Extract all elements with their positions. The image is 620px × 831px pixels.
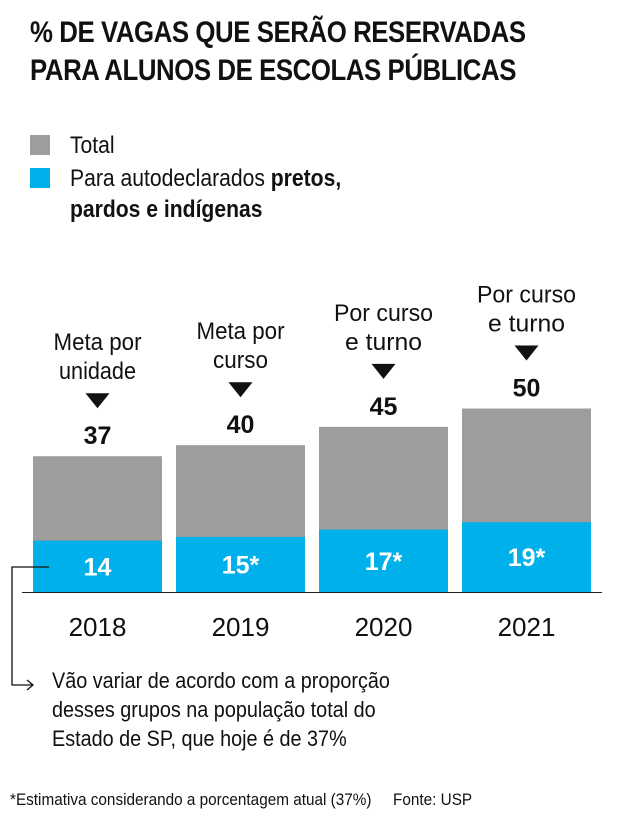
footnote: *Estimativa considerando a porcentagem a…: [10, 790, 372, 809]
bar-group-label-2021: 19*: [508, 544, 546, 572]
legend-item-group: Para autodeclarados pretos,: [30, 163, 378, 194]
title-line-2: PARA ALUNOS DE ESCOLAS PÚBLICAS: [30, 54, 516, 87]
x-tick-label-2019: 2019: [212, 612, 270, 642]
note-line-3: Estado de SP, que hoje é de 37%: [52, 726, 347, 751]
legend-swatch-total: [30, 135, 50, 155]
note-line-2: desses grupos na população total do: [52, 697, 376, 722]
x-tick-label-2018: 2018: [69, 612, 127, 642]
legend-label-group-regular: Para autodeclarados: [70, 165, 271, 192]
bar-group-2019: [176, 536, 305, 592]
legend-swatch-group: [30, 168, 50, 188]
legend-label-group-bold-1: pretos,: [270, 165, 342, 192]
bar-group-label-2019: 15*: [222, 551, 260, 579]
arrow-right-icon: [26, 679, 35, 691]
legend: Total Para autodeclarados pretos, pardos…: [30, 130, 378, 225]
annotation-2018-line-2: unidade: [59, 358, 136, 385]
note-line-1: Vão variar de acordo com a proporção: [52, 668, 390, 693]
marker-triangle-icon: [85, 393, 110, 409]
marker-triangle-icon: [371, 363, 396, 379]
legend-label-group-bold-2: pardos e indígenas: [70, 196, 263, 223]
legend-label-total: Total: [70, 132, 115, 159]
annotation-2021-line-2: e turno: [488, 311, 565, 338]
annotation-2019-line-1: Meta por: [197, 318, 285, 345]
annotation-2020-line-1: Por curso: [334, 300, 433, 327]
bar-group-label-2018: 14: [84, 553, 112, 581]
bar-group-label-2020: 17*: [365, 548, 403, 576]
legend-label-group-line2: pardos e indígenas: [70, 194, 262, 225]
bar-total-label-2021: 50: [513, 375, 541, 403]
legend-item-group-line2: pardos e indígenas: [30, 194, 378, 225]
annotation-2021-line-1: Por curso: [477, 282, 576, 309]
annotation-2019-line-2: curso: [213, 347, 268, 374]
bar-total-label-2019: 40: [227, 411, 255, 439]
bar-group-2020: [319, 529, 448, 592]
chart-title: % DE VAGAS QUE SERÃO RESERVADAS PARA ALU…: [30, 14, 529, 90]
footer: *Estimativa considerando a porcentagem a…: [10, 790, 472, 810]
title-line-1: % DE VAGAS QUE SERÃO RESERVADAS: [30, 16, 526, 49]
marker-triangle-icon: [228, 382, 253, 398]
connector-line: [11, 566, 49, 686]
annotation-2020-line-2: e turno: [345, 329, 422, 356]
source: Fonte: USP: [393, 790, 473, 809]
annotation-2018-line-1: Meta por: [54, 329, 142, 356]
legend-item-total: Total: [30, 130, 378, 161]
note: Vão variar de acordo com a proporção des…: [52, 666, 427, 753]
legend-label-group: Para autodeclarados pretos,: [70, 163, 341, 194]
x-tick-label-2021: 2021: [498, 612, 556, 642]
x-tick-label-2020: 2020: [355, 612, 413, 642]
bar-group-2021: [462, 522, 591, 592]
bar-total-label-2020: 45: [370, 393, 398, 421]
bar-total-label-2018: 37: [84, 422, 112, 450]
marker-triangle-icon: [514, 345, 539, 361]
bar-group-2018: [33, 540, 162, 592]
